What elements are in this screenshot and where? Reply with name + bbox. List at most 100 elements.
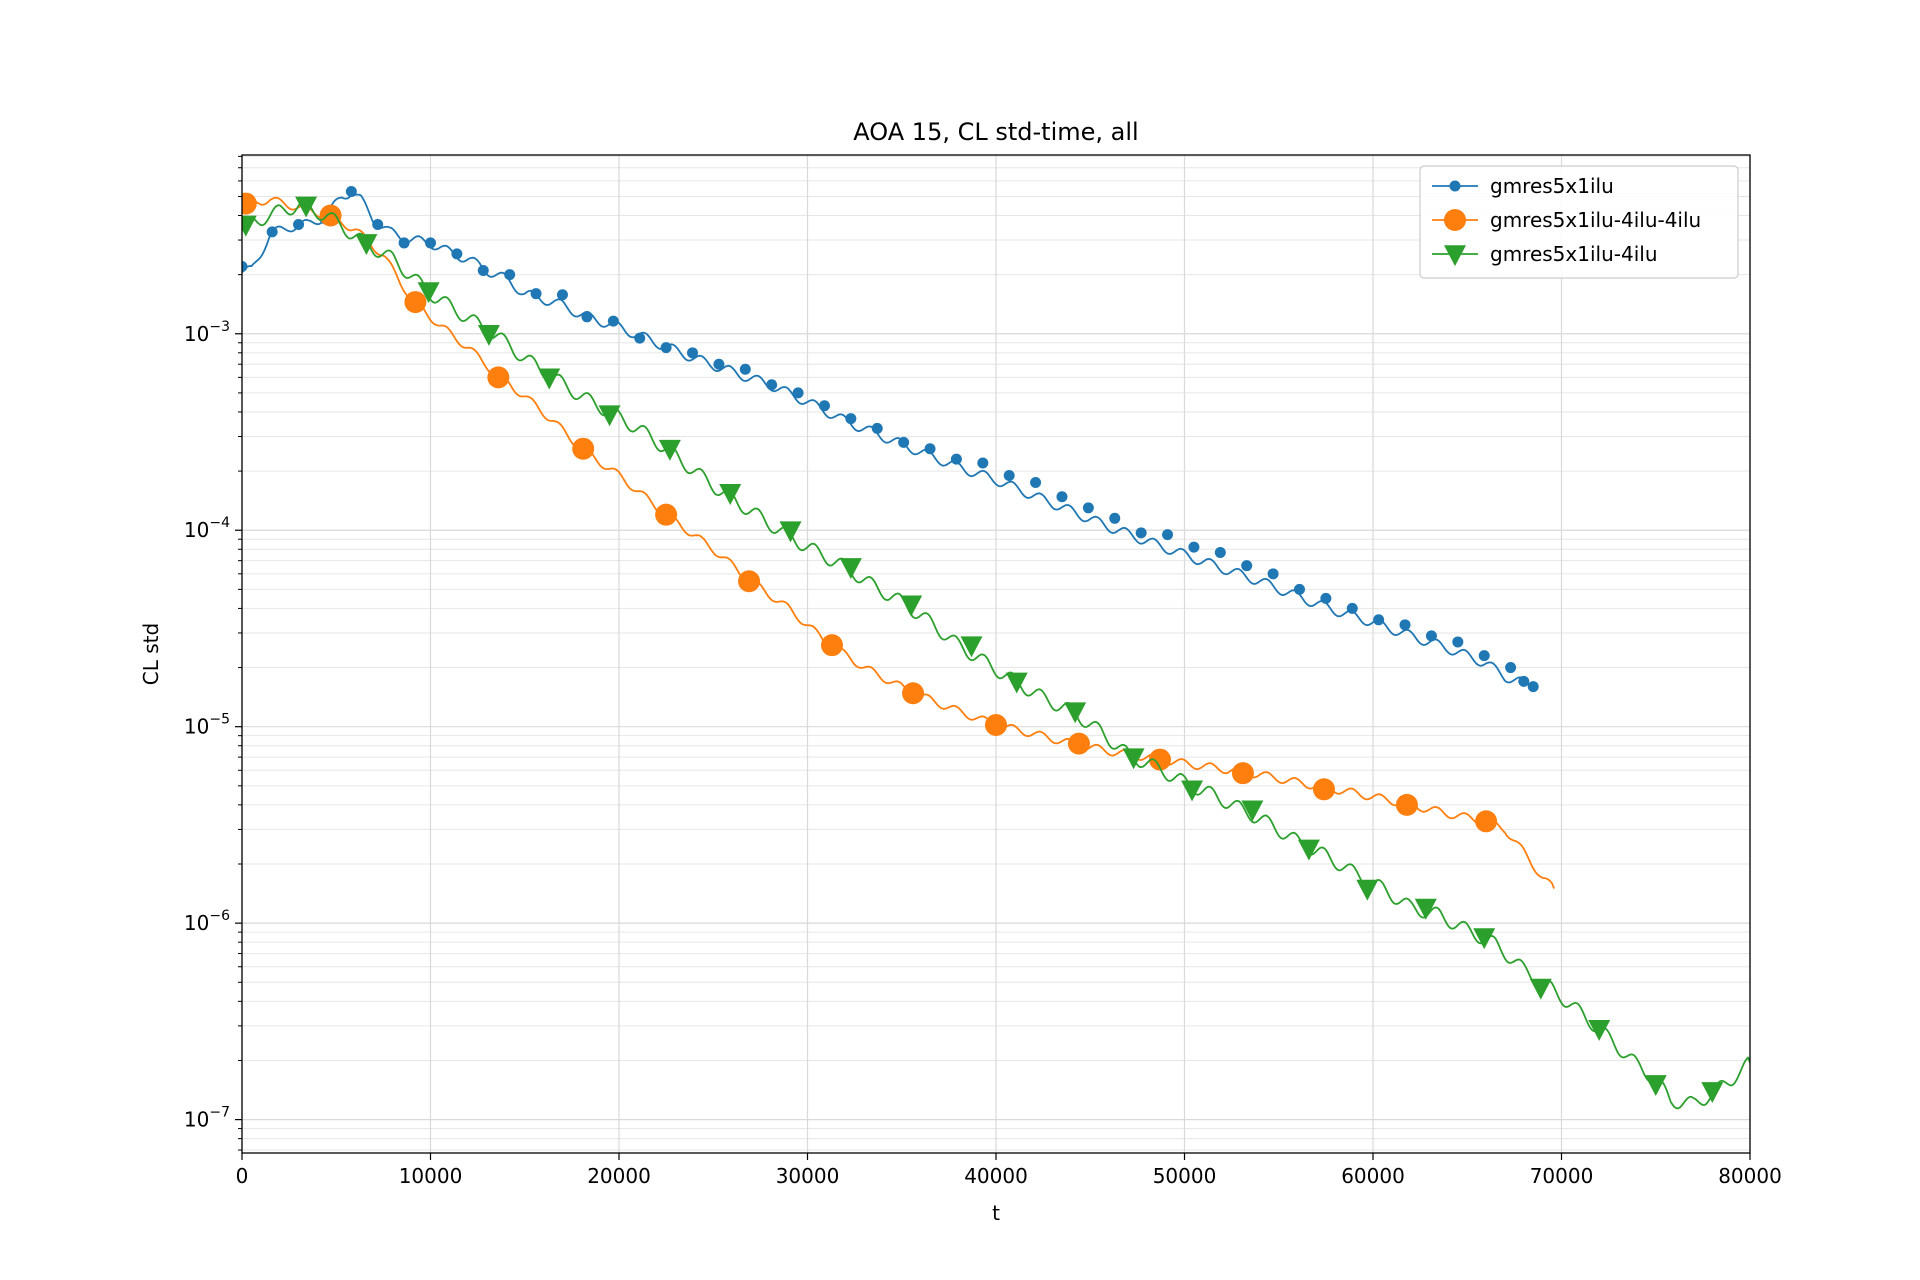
data-point (1181, 780, 1204, 802)
data-point (1297, 839, 1320, 861)
x-tick-label: 70000 (1530, 1164, 1594, 1188)
data-point (425, 237, 436, 249)
data-point (398, 237, 410, 249)
data-point (1701, 1082, 1724, 1103)
data-point (504, 269, 516, 281)
series-gmres5x1ilu-4ilu-4ilu (242, 192, 1555, 889)
data-point (766, 379, 778, 391)
data-point (779, 521, 802, 543)
data-point (1529, 978, 1552, 1000)
data-point (242, 261, 248, 273)
data-point (839, 558, 862, 580)
data-point (719, 484, 742, 505)
data-point (738, 570, 761, 593)
data-point (1588, 1019, 1611, 1041)
data-point (1475, 810, 1498, 833)
data-point (1005, 672, 1028, 694)
data-point (372, 218, 384, 230)
data-point (739, 363, 751, 375)
data-point (985, 713, 1007, 736)
data-point (607, 315, 619, 327)
x-tick-label: 30000 (776, 1164, 840, 1188)
data-point (1122, 748, 1145, 770)
data-point (417, 282, 440, 304)
data-point (487, 366, 510, 389)
legend-label: gmres5x1ilu-4ilu (1490, 242, 1658, 266)
series-layer (242, 185, 1750, 1110)
data-point (1399, 619, 1411, 631)
x-tick-label: 20000 (587, 1164, 651, 1188)
data-point (634, 332, 646, 344)
data-point (950, 453, 962, 465)
y-axis-label: CL std (139, 623, 163, 685)
data-point (1356, 879, 1379, 901)
data-point (1030, 476, 1042, 488)
data-point (477, 324, 500, 346)
data-point (1527, 681, 1539, 693)
data-point (1473, 928, 1496, 950)
data-point (658, 439, 681, 461)
data-point (1003, 469, 1015, 481)
series-gmres5x1ilu-4ilu (242, 196, 1750, 1110)
data-point (687, 347, 699, 359)
data-point (1241, 560, 1253, 572)
data-point (295, 196, 318, 218)
data-point (1067, 732, 1090, 755)
data-point (1082, 502, 1094, 514)
series-line (242, 200, 1750, 1110)
data-point (1425, 630, 1437, 642)
data-point (1135, 527, 1147, 539)
data-point (319, 204, 342, 227)
data-point (1644, 1075, 1667, 1096)
series-gmres5x1ilu (242, 185, 1539, 693)
data-point (871, 422, 883, 434)
data-point (1373, 614, 1385, 626)
data-point (538, 368, 561, 390)
data-point (1056, 491, 1068, 503)
data-point (477, 264, 489, 276)
data-point (977, 457, 989, 469)
data-point (293, 218, 305, 230)
data-point (1241, 800, 1264, 822)
y-tick-label: 10−7 (184, 1105, 230, 1132)
data-point (1064, 702, 1087, 724)
y-tick-label: 10−5 (184, 712, 230, 739)
x-axis: 0 10000 20000 30000 40000 50000 60000 70000 8000… (236, 1153, 1782, 1188)
legend-marker (1449, 180, 1461, 192)
y-axis: 10−7 10−6 10−5 10−4 10−3 (184, 155, 242, 1151)
legend-item: gmres5x1ilu-4ilu (1432, 242, 1658, 267)
data-point (1188, 541, 1200, 553)
legend-item: gmres5x1ilu (1432, 174, 1614, 198)
data-point (898, 436, 910, 448)
y-tick-label: 10−3 (184, 319, 230, 346)
data-point (1414, 898, 1437, 920)
legend-label: gmres5x1ilu (1490, 174, 1614, 198)
y-tick-label: 10−6 (184, 908, 230, 935)
series-line (242, 196, 1555, 889)
data-point (1452, 636, 1464, 648)
x-tick-label: 50000 (1153, 1164, 1217, 1188)
data-point (572, 437, 595, 460)
data-point (451, 248, 463, 260)
data-point (845, 413, 857, 425)
data-point (355, 234, 378, 256)
data-point (900, 595, 923, 617)
data-point (902, 682, 925, 705)
legend-label: gmres5x1ilu-4ilu-4ilu (1490, 208, 1701, 232)
data-point (556, 289, 568, 301)
data-point (530, 288, 542, 300)
data-point (242, 192, 257, 215)
data-point (1148, 748, 1171, 771)
data-point (404, 291, 427, 314)
data-point (818, 400, 830, 412)
x-tick-label: 40000 (964, 1164, 1028, 1188)
data-point (660, 342, 672, 354)
data-point (1518, 675, 1530, 687)
x-tick-label: 60000 (1341, 1164, 1405, 1188)
legend: gmres5x1ilu gmres5x1ilu-4ilu-4ilu gmres5x1… (1419, 165, 1739, 279)
data-point (1162, 529, 1174, 541)
y-tick-label: 10−4 (184, 515, 230, 542)
data-point (1320, 592, 1332, 604)
legend-frame (1419, 165, 1739, 279)
